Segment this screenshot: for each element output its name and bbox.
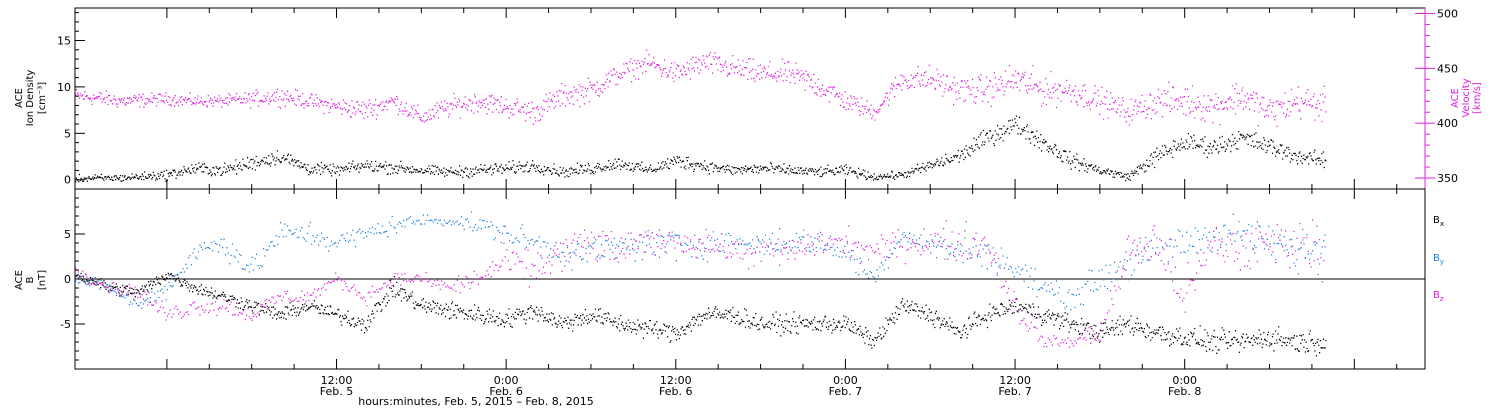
x-axis-title: hours:minutes, Feb. 5, 2015 – Feb. 8, 20…	[358, 395, 594, 408]
legend-bx-label: B	[1433, 215, 1440, 226]
top-right-tick-label: 500	[1437, 7, 1458, 20]
x-tick-date: Feb. 8	[1168, 385, 1201, 398]
legend-bz-label: B	[1433, 290, 1440, 301]
bottom-tick-label: 5	[64, 228, 71, 241]
legend-by: By	[1433, 253, 1444, 266]
bottom-tick-label: -5	[60, 318, 71, 331]
top-left-tick-label: 0	[64, 174, 71, 187]
x-tick-time: 0:00	[494, 374, 519, 387]
x-tick-date: Feb. 7	[829, 385, 862, 398]
bottom-ylabel-line3: [nT]	[37, 270, 48, 290]
top-left-tick-label: 10	[57, 81, 71, 94]
x-tick-time: 12:00	[660, 374, 692, 387]
legend: Bx By Bz	[1433, 215, 1444, 303]
top-right-tick-label: 400	[1437, 117, 1458, 130]
top-data-points	[75, 49, 1327, 183]
bottom-tick-label: 0	[64, 273, 71, 286]
top-ylabel-right-line2: Velocity	[1461, 78, 1472, 117]
top-ylabel-left-line3: [cm⁻³]	[37, 82, 48, 114]
legend-bx: Bx	[1433, 215, 1444, 228]
top-axis-ticks: 0 5 10 15 350 400 450 500	[57, 7, 1458, 189]
legend-bz-sub: z	[1440, 295, 1444, 303]
x-tick-date: Feb. 5	[320, 385, 353, 398]
bottom-panel: -5 0 5 ACE B [nT] Bx By Bz	[14, 188, 1444, 370]
bottom-data-points	[75, 211, 1327, 357]
series-bx	[75, 272, 1327, 357]
top-left-tick-label: 15	[57, 34, 71, 47]
bottom-ylabel-line2: B	[25, 276, 36, 283]
legend-bz: Bz	[1433, 290, 1444, 303]
top-ylabel-left-line1: ACE	[14, 88, 25, 108]
top-ylabel-right-line1: ACE	[1450, 88, 1461, 108]
series-velocity	[75, 49, 1327, 128]
top-panel-frame	[74, 7, 1426, 190]
x-tick-date: Feb. 6	[489, 385, 522, 398]
top-left-tick-label: 5	[64, 127, 71, 140]
top-ylabel-right-line3: [km/s]	[1472, 82, 1483, 114]
top-right-tick-label: 350	[1437, 172, 1458, 185]
series-density	[75, 115, 1327, 183]
series-bz	[75, 219, 1326, 348]
x-tick-time: 0:00	[1172, 374, 1197, 387]
legend-by-sub: y	[1440, 258, 1444, 266]
bottom-axis-ticks: -5 0 5	[60, 197, 85, 361]
top-right-tick-label: 450	[1437, 62, 1458, 75]
series-by	[75, 211, 1326, 311]
x-tick-time: 0:00	[833, 374, 858, 387]
top-panel: 0 5 10 15 350 400 450 500 ACE Ion Density [cm⁻³…	[14, 7, 1483, 190]
bottom-ylabel-line1: ACE	[14, 270, 25, 290]
legend-by-label: B	[1433, 253, 1440, 264]
x-tick-time: 12:00	[321, 374, 353, 387]
x-tick-date: Feb. 7	[998, 385, 1031, 398]
legend-bx-sub: x	[1440, 220, 1444, 228]
top-ylabel-left-line2: Ion Density	[25, 70, 36, 127]
x-tick-date: Feb. 6	[659, 385, 692, 398]
x-tick-time: 12:00	[999, 374, 1031, 387]
